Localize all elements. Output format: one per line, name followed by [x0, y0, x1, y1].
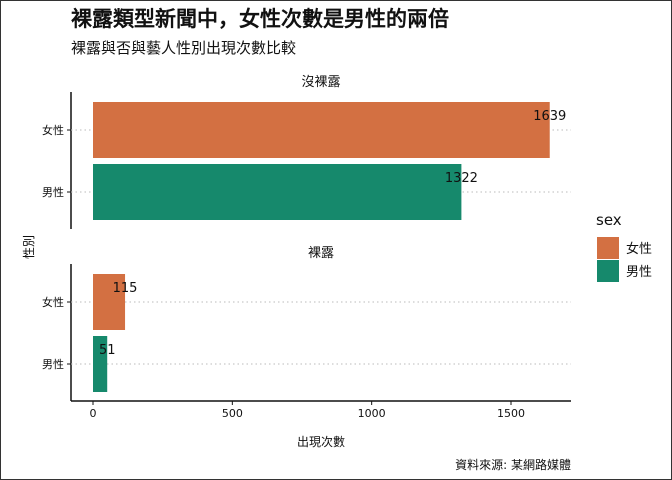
y-tick-label: 男性 — [42, 357, 64, 371]
x-tick-label: 0 — [90, 407, 97, 420]
y-axis-label: 性別 — [22, 235, 36, 259]
bar-male — [93, 164, 462, 220]
x-tick-label: 1000 — [358, 407, 386, 420]
data-label: 51 — [99, 343, 116, 358]
legend-label-male: 男性 — [626, 265, 652, 280]
x-tick-label: 500 — [222, 407, 243, 420]
data-label: 115 — [113, 281, 138, 296]
data-label: 1639 — [533, 109, 566, 124]
x-axis-label: 出現次數 — [297, 435, 345, 449]
y-tick-label: 女性 — [42, 123, 64, 137]
y-tick-label: 男性 — [42, 185, 64, 199]
legend-swatch-female — [597, 237, 619, 259]
caption: 資料來源: 某網路媒體 — [455, 457, 571, 472]
legend-swatch-male — [597, 260, 619, 282]
data-label: 1322 — [445, 171, 478, 186]
chart-title: 裸露類型新聞中，女性次數是男性的兩倍 — [71, 7, 449, 31]
legend-title: sex — [596, 211, 622, 229]
bar-female — [93, 274, 126, 330]
chart-subtitle: 裸露與否與藝人性別出現次數比較 — [71, 39, 296, 57]
legend-label-female: 女性 — [626, 241, 652, 257]
y-tick-label: 女性 — [42, 295, 64, 309]
facet-strip-label: 沒裸露 — [301, 75, 340, 90]
x-tick-label: 1500 — [497, 407, 525, 420]
bar-female — [93, 102, 550, 158]
bar-male — [93, 336, 108, 392]
facet-strip-label: 裸露 — [308, 246, 334, 261]
